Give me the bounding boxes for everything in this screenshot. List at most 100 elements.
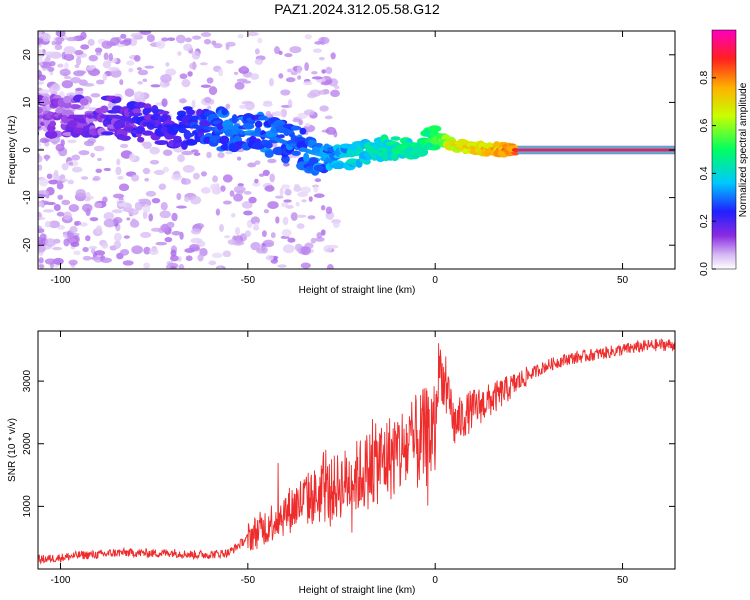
spectrogram-ridge-blob bbox=[290, 125, 302, 131]
spectrogram-noise-blob bbox=[300, 186, 311, 194]
spectrogram-noise-blob bbox=[80, 44, 90, 50]
spectrogram-noise-blob bbox=[67, 139, 77, 144]
spectrogram-noise-blob bbox=[59, 68, 71, 77]
spectrogram-noise-blob bbox=[143, 262, 151, 269]
spectrogram-noise-blob bbox=[334, 85, 340, 90]
spectrogram-noise-blob bbox=[294, 243, 303, 252]
spectrogram-noise-blob bbox=[191, 50, 201, 60]
spectrogram-noise-blob bbox=[191, 149, 199, 153]
spectrogram-noise-blob bbox=[296, 65, 302, 74]
spectrogram-noise-blob bbox=[254, 160, 261, 165]
spectrogram-noise-blob bbox=[112, 209, 120, 214]
spectrogram-noise-blob bbox=[225, 151, 233, 155]
spectrogram-noise-blob bbox=[38, 200, 45, 207]
spectrogram-noise-blob bbox=[317, 89, 330, 95]
spectrogram-noise-blob bbox=[160, 73, 172, 83]
spectrogram-noise-blob bbox=[119, 79, 124, 86]
spectrogram-noise-blob bbox=[44, 258, 57, 265]
spectrogram-noise-blob bbox=[273, 46, 280, 55]
spectrogram-noise-blob bbox=[295, 201, 300, 207]
spectrogram-noise-blob bbox=[63, 53, 75, 61]
spectrogram-noise-blob bbox=[181, 178, 192, 185]
spectrogram-noise-blob bbox=[285, 204, 294, 209]
spectrogram-noise-blob bbox=[165, 68, 177, 76]
spectrogram-noise-blob bbox=[217, 266, 223, 269]
spectrogram-noise-blob bbox=[177, 51, 182, 56]
spectrogram-noise-blob bbox=[68, 259, 78, 266]
spectrogram-noise-blob bbox=[311, 70, 318, 75]
spectrogram-noise-blob bbox=[118, 183, 130, 192]
spectrogram-noise-blob bbox=[115, 166, 122, 176]
spectrogram-noise-blob bbox=[261, 246, 268, 254]
spectrogram-noise-blob bbox=[184, 37, 192, 43]
spectrogram-noise-blob bbox=[184, 196, 190, 203]
spectrogram-noise-blob bbox=[310, 237, 317, 244]
spectrogram-noise-blob bbox=[325, 206, 333, 215]
spectrogram-noise-blob bbox=[254, 178, 259, 184]
spectrogram-noise-blob bbox=[309, 89, 322, 97]
spectrogram-noise-blob bbox=[325, 126, 337, 135]
colorbar-tick-label: 0.6 bbox=[699, 118, 710, 132]
spectrogram-noise-blob bbox=[94, 47, 103, 54]
spectrogram-ytick-label: 20 bbox=[22, 49, 33, 61]
spectrogram-ridge-blob bbox=[132, 108, 141, 114]
spectrogram-noise-blob bbox=[254, 48, 260, 55]
spectrogram-noise-blob bbox=[64, 62, 69, 71]
spectrogram-noise-blob bbox=[88, 107, 97, 111]
spectrogram-noise-blob bbox=[263, 209, 270, 214]
spectrogram-noise-blob bbox=[46, 173, 53, 180]
spectrogram-noise-blob bbox=[287, 237, 296, 243]
spectrogram-noise-blob bbox=[311, 76, 323, 80]
spectrogram-noise-blob bbox=[144, 177, 150, 182]
spectrogram-ridge-blob bbox=[144, 107, 152, 114]
snr-xtick-label: -50 bbox=[241, 575, 256, 586]
spectrogram-ridge-blob bbox=[254, 120, 263, 128]
spectrogram-noise-blob bbox=[96, 79, 105, 85]
spectrogram-noise-blob bbox=[57, 63, 64, 68]
spectrogram-noise-blob bbox=[62, 211, 72, 221]
spectrogram-ridge-blob bbox=[362, 158, 371, 165]
spectrogram-noise-blob bbox=[226, 59, 234, 64]
spectrogram-noise-blob bbox=[126, 217, 131, 221]
spectrogram-noise-blob bbox=[181, 150, 194, 156]
spectrogram-noise-blob bbox=[261, 230, 267, 238]
spectrogram-noise-blob bbox=[183, 43, 193, 52]
spectrogram-noise-blob bbox=[307, 215, 316, 220]
spectrogram-marks bbox=[38, 31, 675, 269]
spectrogram-noise-blob bbox=[314, 41, 323, 45]
spectrogram-noise-blob bbox=[257, 37, 263, 44]
figure-title: PAZ1.2024.312.05.58.G12 bbox=[274, 1, 440, 17]
spectrogram-noise-blob bbox=[234, 227, 241, 236]
spectrogram-noise-blob bbox=[103, 218, 116, 228]
spectrogram-noise-blob bbox=[206, 77, 214, 84]
spectrogram-noise-blob bbox=[181, 79, 191, 88]
spectrogram-noise-blob bbox=[240, 65, 248, 72]
spectrogram-ridge-blob bbox=[183, 132, 195, 138]
spectrogram-ridge-blob bbox=[119, 135, 132, 141]
spectrogram-noise-blob bbox=[203, 38, 212, 45]
spectrogram-noise-blob bbox=[314, 178, 322, 183]
spectrogram-noise-blob bbox=[82, 255, 92, 261]
spectrogram-noise-blob bbox=[52, 257, 64, 265]
spectrogram-noise-blob bbox=[185, 255, 193, 262]
spectrogram-noise-blob bbox=[42, 32, 51, 42]
spectrogram-noise-blob bbox=[143, 246, 151, 255]
spectrogram-ridge-blob bbox=[314, 142, 323, 148]
spectrogram-noise-blob bbox=[262, 239, 275, 248]
spectrogram-noise-blob bbox=[222, 250, 232, 258]
spectrogram-ridge-blob bbox=[231, 114, 238, 124]
spectrogram-noise-blob bbox=[70, 241, 80, 247]
spectrogram-noise-blob bbox=[284, 53, 293, 58]
spectrogram-noise-blob bbox=[250, 216, 260, 225]
snr-ytick-label: 2000 bbox=[22, 432, 33, 455]
spectrogram-noise-blob bbox=[224, 235, 231, 239]
spectrogram-noise-blob bbox=[210, 183, 220, 191]
spectrogram-noise-blob bbox=[254, 58, 264, 65]
spectrogram-noise-blob bbox=[160, 223, 170, 233]
spectrogram-noise-blob bbox=[303, 109, 315, 116]
spectrogram-noise-blob bbox=[330, 89, 340, 98]
spectrogram-noise-blob bbox=[242, 80, 252, 84]
spectrogram-noise-blob bbox=[204, 96, 212, 104]
snr-xtick-label: -100 bbox=[50, 575, 70, 586]
